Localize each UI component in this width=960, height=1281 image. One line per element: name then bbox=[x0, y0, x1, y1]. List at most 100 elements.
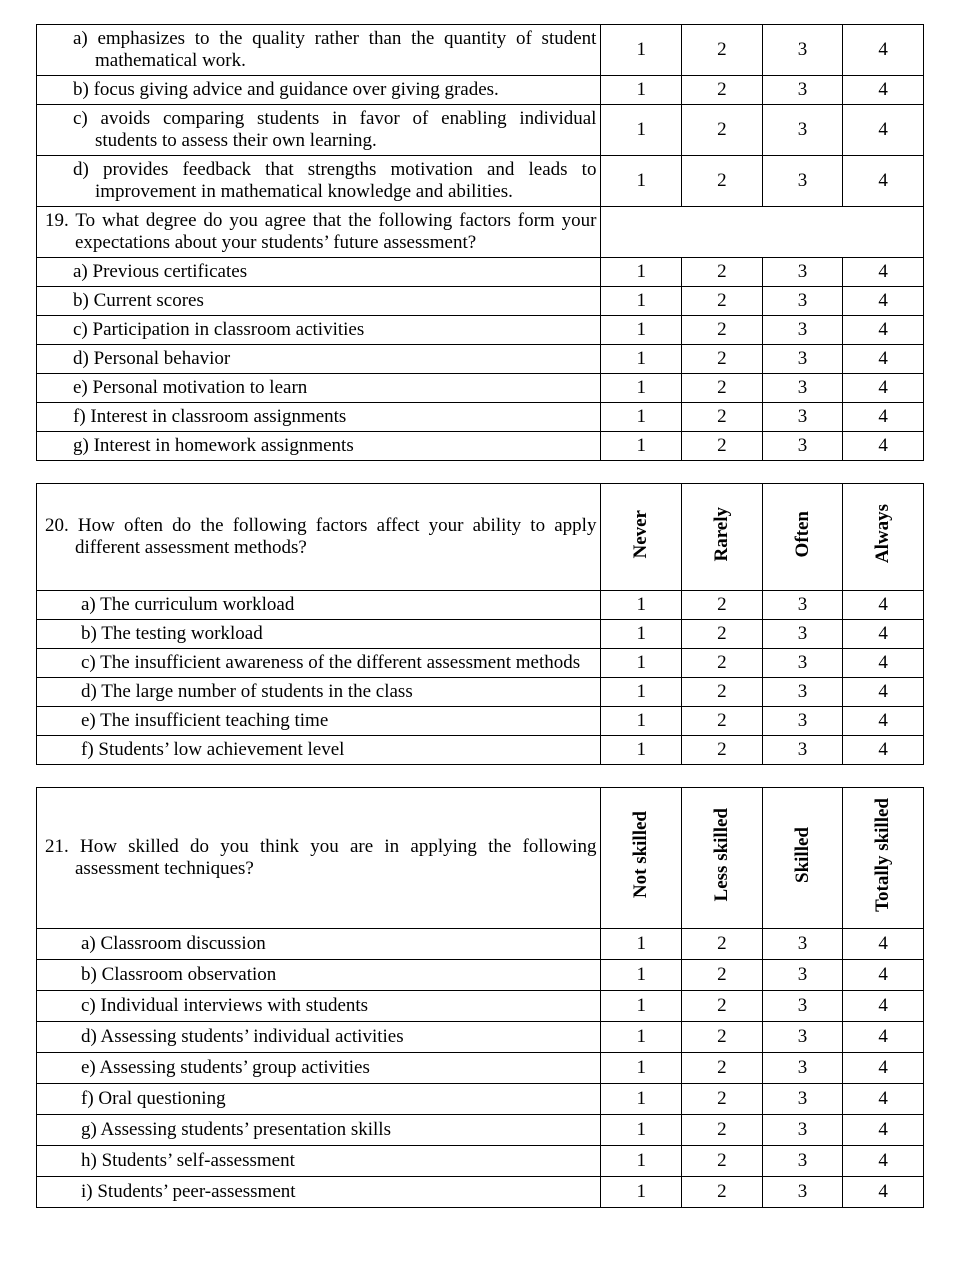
rating-4[interactable]: 4 bbox=[843, 76, 924, 105]
rating-4[interactable]: 4 bbox=[843, 432, 924, 461]
rating-1[interactable]: 1 bbox=[601, 1145, 682, 1176]
rating-4[interactable]: 4 bbox=[843, 707, 924, 736]
rating-4[interactable]: 4 bbox=[843, 620, 924, 649]
rating-1[interactable]: 1 bbox=[601, 1083, 682, 1114]
rating-4[interactable]: 4 bbox=[843, 1021, 924, 1052]
rating-3[interactable]: 3 bbox=[762, 76, 843, 105]
rating-1[interactable]: 1 bbox=[601, 990, 682, 1021]
rating-2[interactable]: 2 bbox=[682, 287, 763, 316]
rating-1[interactable]: 1 bbox=[601, 620, 682, 649]
rating-3[interactable]: 3 bbox=[762, 990, 843, 1021]
rating-3[interactable]: 3 bbox=[762, 287, 843, 316]
rating-2[interactable]: 2 bbox=[682, 1176, 763, 1207]
rating-1[interactable]: 1 bbox=[601, 591, 682, 620]
rating-2[interactable]: 2 bbox=[682, 258, 763, 287]
rating-3[interactable]: 3 bbox=[762, 1083, 843, 1114]
rating-3[interactable]: 3 bbox=[762, 928, 843, 959]
rating-4[interactable]: 4 bbox=[843, 736, 924, 765]
rating-2[interactable]: 2 bbox=[682, 156, 763, 207]
rating-2[interactable]: 2 bbox=[682, 76, 763, 105]
rating-4[interactable]: 4 bbox=[843, 678, 924, 707]
rating-2[interactable]: 2 bbox=[682, 707, 763, 736]
rating-4[interactable]: 4 bbox=[843, 1052, 924, 1083]
rating-3[interactable]: 3 bbox=[762, 1145, 843, 1176]
rating-3[interactable]: 3 bbox=[762, 316, 843, 345]
rating-2[interactable]: 2 bbox=[682, 374, 763, 403]
rating-1[interactable]: 1 bbox=[601, 76, 682, 105]
rating-2[interactable]: 2 bbox=[682, 649, 763, 678]
rating-3[interactable]: 3 bbox=[762, 1021, 843, 1052]
rating-4[interactable]: 4 bbox=[843, 403, 924, 432]
rating-3[interactable]: 3 bbox=[762, 156, 843, 207]
rating-3[interactable]: 3 bbox=[762, 345, 843, 374]
rating-1[interactable]: 1 bbox=[601, 678, 682, 707]
rating-3[interactable]: 3 bbox=[762, 374, 843, 403]
rating-3[interactable]: 3 bbox=[762, 1052, 843, 1083]
rating-4[interactable]: 4 bbox=[843, 258, 924, 287]
rating-1[interactable]: 1 bbox=[601, 316, 682, 345]
rating-4[interactable]: 4 bbox=[843, 1176, 924, 1207]
rating-1[interactable]: 1 bbox=[601, 707, 682, 736]
rating-4[interactable]: 4 bbox=[843, 928, 924, 959]
rating-2[interactable]: 2 bbox=[682, 1114, 763, 1145]
rating-1[interactable]: 1 bbox=[601, 1114, 682, 1145]
rating-4[interactable]: 4 bbox=[843, 374, 924, 403]
rating-1[interactable]: 1 bbox=[601, 432, 682, 461]
rating-3[interactable]: 3 bbox=[762, 403, 843, 432]
rating-1[interactable]: 1 bbox=[601, 156, 682, 207]
rating-4[interactable]: 4 bbox=[843, 105, 924, 156]
rating-3[interactable]: 3 bbox=[762, 707, 843, 736]
rating-2[interactable]: 2 bbox=[682, 1021, 763, 1052]
rating-3[interactable]: 3 bbox=[762, 591, 843, 620]
rating-2[interactable]: 2 bbox=[682, 591, 763, 620]
rating-1[interactable]: 1 bbox=[601, 25, 682, 76]
rating-1[interactable]: 1 bbox=[601, 1176, 682, 1207]
rating-1[interactable]: 1 bbox=[601, 345, 682, 374]
rating-3[interactable]: 3 bbox=[762, 736, 843, 765]
rating-2[interactable]: 2 bbox=[682, 1145, 763, 1176]
rating-4[interactable]: 4 bbox=[843, 316, 924, 345]
rating-2[interactable]: 2 bbox=[682, 1052, 763, 1083]
rating-4[interactable]: 4 bbox=[843, 1083, 924, 1114]
rating-3[interactable]: 3 bbox=[762, 258, 843, 287]
rating-2[interactable]: 2 bbox=[682, 345, 763, 374]
rating-1[interactable]: 1 bbox=[601, 649, 682, 678]
rating-1[interactable]: 1 bbox=[601, 287, 682, 316]
rating-2[interactable]: 2 bbox=[682, 105, 763, 156]
rating-4[interactable]: 4 bbox=[843, 990, 924, 1021]
rating-3[interactable]: 3 bbox=[762, 1176, 843, 1207]
rating-3[interactable]: 3 bbox=[762, 649, 843, 678]
rating-3[interactable]: 3 bbox=[762, 1114, 843, 1145]
rating-2[interactable]: 2 bbox=[682, 403, 763, 432]
rating-4[interactable]: 4 bbox=[843, 156, 924, 207]
rating-2[interactable]: 2 bbox=[682, 736, 763, 765]
rating-2[interactable]: 2 bbox=[682, 25, 763, 76]
rating-1[interactable]: 1 bbox=[601, 258, 682, 287]
rating-2[interactable]: 2 bbox=[682, 432, 763, 461]
rating-1[interactable]: 1 bbox=[601, 1052, 682, 1083]
rating-1[interactable]: 1 bbox=[601, 736, 682, 765]
rating-3[interactable]: 3 bbox=[762, 620, 843, 649]
rating-3[interactable]: 3 bbox=[762, 25, 843, 76]
rating-1[interactable]: 1 bbox=[601, 959, 682, 990]
rating-4[interactable]: 4 bbox=[843, 345, 924, 374]
rating-4[interactable]: 4 bbox=[843, 591, 924, 620]
rating-1[interactable]: 1 bbox=[601, 374, 682, 403]
rating-2[interactable]: 2 bbox=[682, 620, 763, 649]
rating-1[interactable]: 1 bbox=[601, 928, 682, 959]
rating-2[interactable]: 2 bbox=[682, 959, 763, 990]
rating-4[interactable]: 4 bbox=[843, 1145, 924, 1176]
rating-3[interactable]: 3 bbox=[762, 959, 843, 990]
rating-3[interactable]: 3 bbox=[762, 432, 843, 461]
rating-1[interactable]: 1 bbox=[601, 105, 682, 156]
rating-4[interactable]: 4 bbox=[843, 1114, 924, 1145]
rating-1[interactable]: 1 bbox=[601, 1021, 682, 1052]
rating-2[interactable]: 2 bbox=[682, 928, 763, 959]
rating-3[interactable]: 3 bbox=[762, 678, 843, 707]
rating-4[interactable]: 4 bbox=[843, 25, 924, 76]
rating-2[interactable]: 2 bbox=[682, 990, 763, 1021]
rating-4[interactable]: 4 bbox=[843, 649, 924, 678]
rating-2[interactable]: 2 bbox=[682, 1083, 763, 1114]
rating-4[interactable]: 4 bbox=[843, 959, 924, 990]
rating-2[interactable]: 2 bbox=[682, 678, 763, 707]
